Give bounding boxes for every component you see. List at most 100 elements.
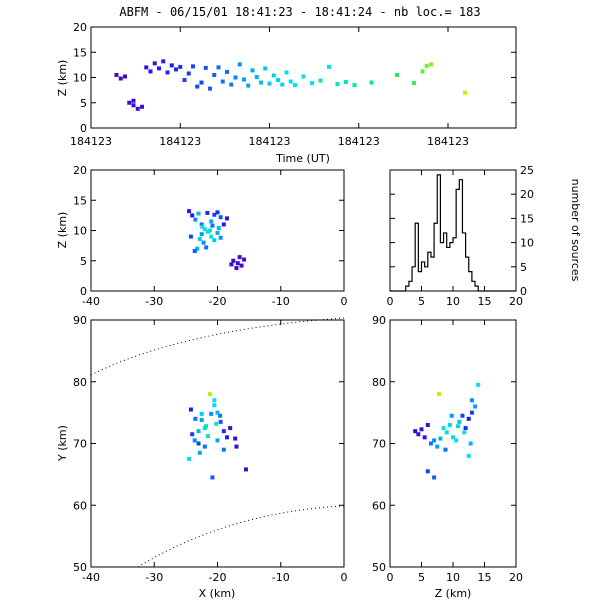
time-height-points — [114, 59, 467, 111]
source-point — [432, 475, 437, 480]
source-point — [178, 64, 183, 69]
histogram-ylabel: number of sources — [569, 179, 582, 282]
source-point — [395, 72, 399, 77]
source-point — [220, 79, 225, 84]
y-tick-label: 15 — [520, 212, 534, 225]
source-point — [246, 83, 251, 88]
x-tick-label: 5 — [418, 571, 425, 584]
x-tick-label: 184123 — [427, 135, 469, 148]
x-tick-label: 184123 — [70, 135, 112, 148]
source-point — [271, 73, 276, 78]
source-point — [199, 232, 204, 237]
source-point — [196, 441, 201, 446]
source-point — [215, 230, 220, 235]
source-point — [199, 411, 204, 416]
source-point — [463, 426, 468, 431]
source-point — [205, 210, 210, 215]
y-tick-label: 70 — [372, 438, 386, 451]
source-point — [310, 81, 314, 86]
y-tick-label: 90 — [73, 314, 87, 327]
source-point — [199, 80, 204, 85]
source-point — [218, 419, 223, 424]
source-point — [221, 429, 226, 434]
y-tick-label: 10 — [73, 225, 87, 238]
source-point — [127, 100, 132, 105]
source-point — [469, 398, 474, 403]
y-tick-label: 5 — [80, 97, 87, 110]
source-point — [284, 70, 289, 75]
source-point — [462, 430, 467, 435]
source-point — [195, 246, 200, 251]
xy-lower-range-ring — [137, 505, 345, 568]
source-point — [237, 62, 242, 67]
source-point — [216, 65, 221, 70]
y-tick-label: 15 — [73, 46, 87, 59]
source-point — [195, 84, 200, 89]
source-point — [182, 78, 187, 83]
source-point — [202, 444, 207, 449]
source-point — [447, 422, 452, 427]
source-point — [419, 427, 424, 432]
source-point — [267, 81, 272, 86]
source-point — [229, 262, 234, 267]
source-point — [135, 106, 140, 111]
y-tick-label: 0 — [80, 285, 87, 298]
zy-points — [413, 382, 481, 480]
histogram-frame — [389, 169, 517, 292]
source-point — [301, 74, 306, 79]
y-tick-label: 25 — [520, 164, 534, 177]
source-point — [216, 226, 221, 231]
y-tick-label: 80 — [372, 376, 386, 389]
source-point — [201, 240, 206, 245]
source-point — [209, 219, 214, 224]
source-point — [422, 435, 427, 440]
x-tick-label: -40 — [82, 571, 100, 584]
source-point — [428, 441, 433, 446]
source-point — [131, 98, 136, 103]
x-tick-label: 0 — [341, 295, 348, 308]
source-point — [218, 413, 223, 418]
source-point — [460, 413, 465, 418]
source-point — [174, 67, 178, 72]
source-point — [123, 74, 127, 79]
source-point — [435, 444, 440, 449]
source-point — [212, 398, 217, 403]
source-point — [131, 103, 136, 108]
x-tick-label: 20 — [509, 571, 523, 584]
source-point — [242, 77, 246, 82]
source-point — [233, 436, 238, 441]
x-tick-label: 184123 — [249, 135, 291, 148]
source-point — [192, 249, 197, 254]
x-tick-label: 0 — [341, 571, 348, 584]
x-tick-label: 10 — [446, 571, 460, 584]
source-point — [210, 475, 215, 480]
x-tick-label: 15 — [478, 571, 492, 584]
source-point — [148, 69, 153, 74]
source-point — [233, 75, 238, 80]
source-point — [242, 257, 247, 262]
source-point — [204, 245, 209, 250]
histogram-step-line — [390, 174, 516, 292]
source-point — [416, 432, 421, 437]
y-tick-label: 5 — [80, 255, 87, 268]
x-tick-label: 10 — [446, 295, 460, 308]
source-point — [193, 217, 198, 222]
source-point — [212, 212, 217, 217]
source-point — [200, 224, 205, 229]
source-point — [215, 210, 220, 215]
source-point — [218, 235, 223, 240]
source-point — [438, 436, 443, 441]
source-point — [344, 80, 348, 85]
y-tick-label: 60 — [372, 499, 386, 512]
source-point — [187, 456, 192, 461]
source-point — [225, 69, 229, 74]
x-tick-label: 5 — [418, 295, 425, 308]
source-point — [463, 90, 467, 95]
y-tick-label: 20 — [520, 188, 534, 201]
source-point — [152, 61, 157, 66]
source-point — [444, 430, 449, 435]
source-point — [234, 444, 239, 449]
source-point — [454, 438, 459, 443]
